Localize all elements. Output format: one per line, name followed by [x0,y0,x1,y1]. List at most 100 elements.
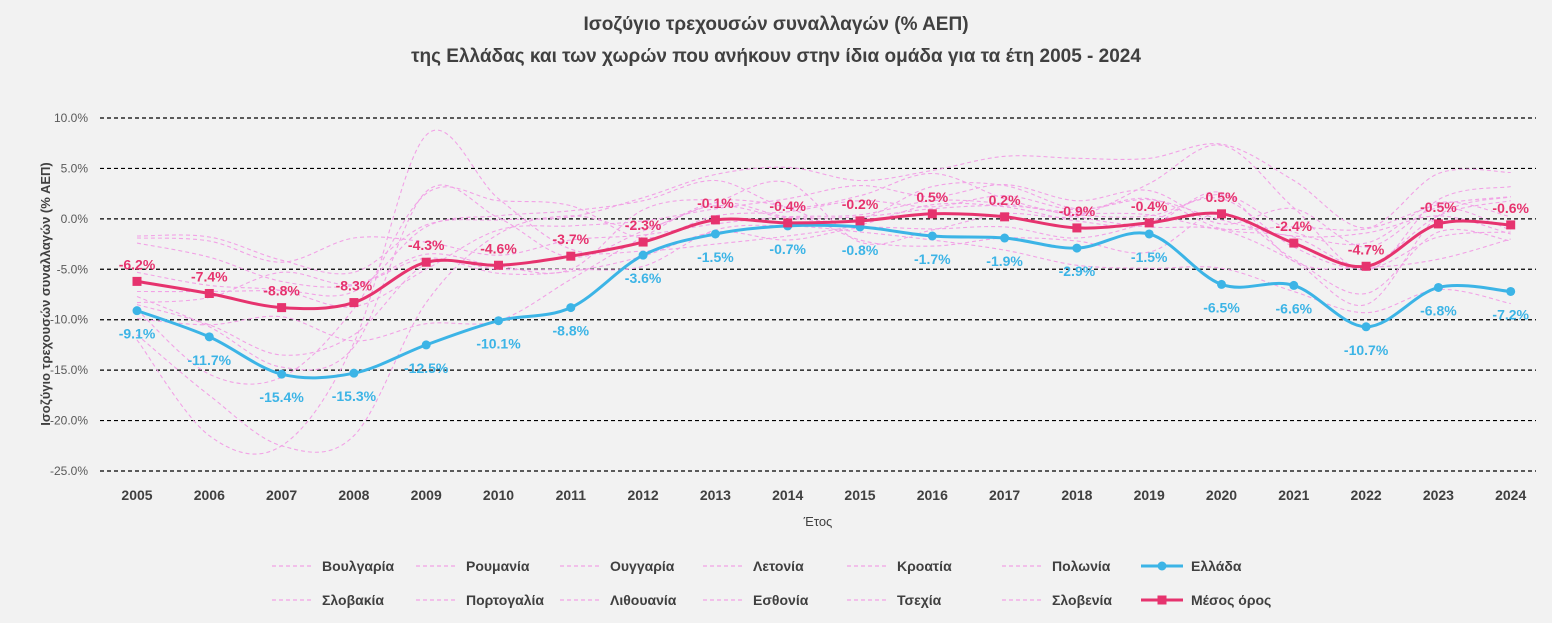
legend-item-Βουλγαρία: Βουλγαρία [272,558,395,574]
data-label-average: -6.2% [119,256,156,272]
data-label-greece: -11.7% [188,352,232,368]
data-label-average: -4.6% [480,240,517,256]
data-label-average: 0.5% [916,189,948,205]
series-line-Τσεχία [136,197,1511,268]
data-label-greece: -1.5% [1131,249,1168,265]
y-axis-title: Ισοζύγιο τρεχουσών συναλλαγών (% ΑΕΠ) [38,162,53,425]
gridlines [100,117,1536,472]
data-label-average: -7.4% [191,268,228,284]
main-series [132,209,1516,380]
legend-label: Λετονία [753,558,804,574]
legend-item-Σλοβενία: Σλοβενία [1002,592,1112,608]
data-label-greece: -10.1% [476,336,521,352]
point-marker-Ελλάδα [1289,280,1299,290]
legend-label: Τσεχία [897,592,942,608]
data-label-average: -3.7% [553,231,590,247]
legend-item-Τσεχία: Τσεχία [847,592,942,608]
y-axis-ticks: 10.0% 5.0% 0.0% -5.0% -10.0% -15.0% -20.0% -25.… [50,111,88,478]
data-label-greece: -12.5% [404,360,449,376]
legend-item-Λετονία: Λετονία [703,558,804,574]
data-label-average: -0.5% [1420,199,1457,215]
x-tick-label: 2009 [411,487,442,503]
series-line-Κροατία [136,184,1511,308]
x-tick-label: 2015 [844,487,875,503]
legend-item-Ουγγαρία: Ουγγαρία [560,558,675,574]
data-label-average: -0.4% [769,198,806,214]
point-marker-Ελλάδα [277,369,287,379]
data-label-greece: -9.1% [119,326,156,342]
legend-label: Εσθονία [753,592,809,608]
chart-title-line2: της Ελλάδας και των χωρών που ανήκουν στ… [411,46,1141,67]
x-axis-title: Έτος [803,514,833,529]
point-marker-Μέσος-όρος [638,237,648,247]
x-tick-label: 2014 [772,487,803,503]
point-marker-Μέσος-όρος [783,218,793,228]
x-tick-label: 2023 [1423,487,1454,503]
legend-item-Ελλάδα: Ελλάδα [1141,558,1242,574]
point-marker-Μέσος-όρος [927,209,937,219]
data-label-average: -4.7% [1348,241,1385,257]
x-tick-label: 2019 [1134,487,1165,503]
point-marker-Ελλάδα [132,306,142,316]
legend-item-Λιθουανία: Λιθουανία [560,592,677,608]
data-label-greece: -8.8% [553,323,590,339]
point-marker-Μέσος-όρος [494,260,503,270]
series-line-Πολωνία [136,194,1511,288]
point-marker-Μέσος-όρος [1433,219,1443,229]
point-marker-Ελλάδα [1433,282,1443,292]
data-label-greece: -1.5% [697,249,734,265]
legend-label: Πολωνία [1052,558,1111,574]
point-marker-Ελλάδα [494,316,503,326]
y-tick-label: -25.0% [50,464,88,478]
x-tick-label: 2021 [1278,487,1309,503]
x-tick-label: 2022 [1351,487,1382,503]
y-tick-label: -10.0% [50,313,88,327]
data-label-average: -4.3% [408,237,445,253]
data-label-greece: -6.8% [1420,302,1457,318]
data-label-greece: -1.7% [914,251,951,267]
legend-item-Σλοβακία: Σλοβακία [272,592,384,608]
legend-item-Πολωνία: Πολωνία [1002,558,1111,574]
data-label-average: -2.4% [1276,218,1313,234]
x-tick-label: 2012 [628,487,659,503]
point-marker-Μέσος-όρος [855,216,865,226]
data-label-greece: -10.7% [1344,342,1389,358]
point-marker-Μέσος-όρος [1072,223,1082,233]
data-label-average: -8.3% [336,278,373,294]
legend-item-Μέσος-όρος: Μέσος όρος [1141,592,1271,608]
series-line-Ρουμανία [136,224,1511,356]
data-label-average: 0.5% [1206,189,1238,205]
legend-marker [1157,595,1167,605]
legend-label: Λιθουανία [610,592,677,608]
y-tick-label: -15.0% [50,363,88,377]
x-tick-label: 2013 [700,487,731,503]
data-label-greece: -6.5% [1203,299,1240,315]
data-label-average: 0.2% [989,192,1021,208]
data-label-greece: -0.7% [769,241,806,257]
data-label-average: -0.9% [1059,203,1096,219]
x-tick-label: 2020 [1206,487,1237,503]
x-tick-label: 2006 [194,487,225,503]
point-marker-Μέσος-όρος [1144,218,1154,228]
point-marker-Ελλάδα [421,340,431,350]
legend-item-Εσθονία: Εσθονία [703,592,809,608]
x-tick-label: 2010 [483,487,514,503]
point-marker-Ελλάδα [1144,229,1154,239]
point-marker-Ελλάδα [1361,322,1371,332]
data-label-greece: -6.6% [1276,300,1313,316]
point-marker-Μέσος-όρος [1289,238,1299,248]
data-label-average: -0.4% [1131,198,1168,214]
data-label-greece: -15.4% [259,389,304,405]
legend-label: Σλοβενία [1052,592,1112,608]
legend-label: Ελλάδα [1191,558,1242,574]
point-marker-Μέσος-όρος [566,251,576,261]
legend-label: Πορτογαλία [466,592,544,608]
point-marker-Ελλάδα [1000,233,1010,243]
legend-label: Ουγγαρία [610,558,675,574]
legend-marker [1157,561,1167,571]
x-tick-label: 2024 [1495,487,1526,503]
point-marker-Ελλάδα [566,303,576,313]
data-label-greece: -3.6% [625,270,662,286]
x-tick-label: 2011 [556,487,587,503]
